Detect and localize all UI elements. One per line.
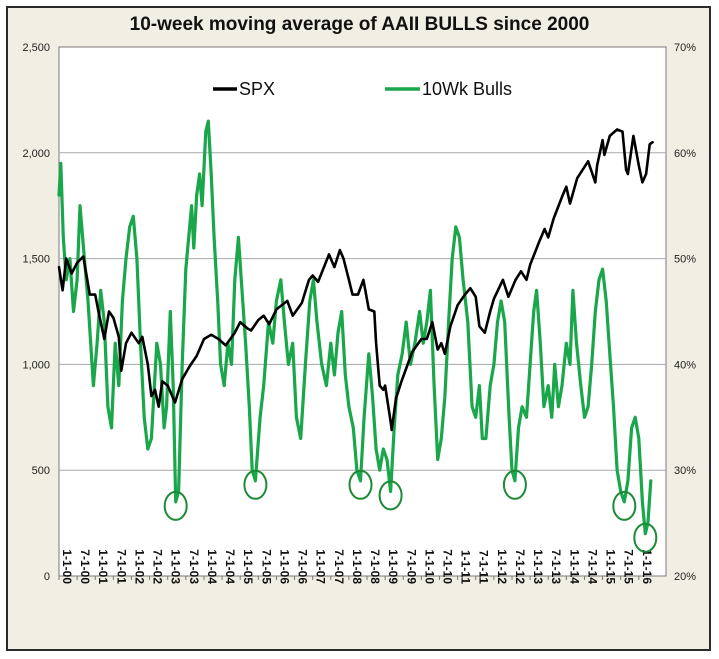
y-axis-left: 0 500 1,000 1,500 2,000 2,500	[22, 42, 50, 583]
x-tick-label: 7-1-03	[187, 549, 201, 584]
x-tick-label: 1-1-07	[314, 549, 328, 584]
legend: SPX 10Wk Bulls	[213, 79, 512, 99]
x-tick-label: 1-1-01	[96, 549, 110, 584]
x-tick-label: 7-1-01	[114, 549, 128, 584]
legend-label-spx: SPX	[239, 79, 275, 99]
y-right-tick-label: 50%	[674, 254, 696, 266]
x-tick-label: 7-1-00	[78, 549, 92, 584]
series-line-bulls	[57, 119, 653, 536]
x-tick-label: 7-1-11	[477, 550, 491, 584]
x-tick-label: 7-1-08	[368, 549, 382, 584]
x-tick-label: 1-1-04	[205, 549, 219, 584]
x-tick-label: 7-1-13	[549, 549, 563, 584]
y-right-tick-label: 30%	[674, 465, 696, 477]
x-tick-label: 7-1-12	[513, 549, 527, 584]
x-tick-label: 1-1-14	[567, 549, 581, 584]
bottom-markers	[163, 469, 658, 553]
x-tick-label: 7-1-04	[223, 549, 237, 584]
x-tick-label: 1-1-09	[386, 549, 400, 584]
x-tick-label: 1-1-16	[640, 549, 654, 584]
x-tick-label: 1-1-15	[604, 549, 618, 584]
y-left-tick-label: 2,000	[22, 148, 50, 160]
bottom-circle	[633, 522, 658, 553]
x-tick-label: 1-1-06	[277, 549, 291, 584]
y-left-tick-label: 2,500	[22, 42, 50, 54]
x-tick-label: 1-1-00	[60, 549, 74, 584]
x-tick-label: 1-1-03	[169, 549, 183, 584]
x-tick-label: 1-1-08	[350, 549, 364, 584]
x-tick-label: 1-1-12	[495, 549, 509, 584]
legend-label-bulls: 10Wk Bulls	[422, 79, 512, 99]
bottom-circle	[378, 480, 403, 511]
x-tick-label: 7-1-14	[585, 549, 599, 584]
y-right-tick-label: 60%	[674, 148, 696, 160]
y-left-tick-label: 1,500	[22, 254, 50, 266]
plot-area	[58, 46, 667, 577]
y-left-tick-label: 500	[32, 465, 50, 477]
x-tick-label: 7-1-06	[296, 549, 310, 584]
x-tick-label: 7-1-05	[259, 549, 273, 584]
x-tick-label: 1-1-05	[241, 549, 255, 584]
y-axis-right: 20% 30% 40% 50% 60% 70%	[674, 42, 696, 583]
bottom-circle	[163, 490, 188, 521]
bottom-circle	[502, 469, 527, 500]
bottom-circle	[348, 469, 373, 500]
y-left-tick-label: 1,000	[22, 359, 50, 371]
x-axis: 1-1-00 7-1-00 1-1-01 7-1-01 1-1-02 7-1-02 1-1-…	[58, 549, 654, 584]
x-tick-label: 1-1-02	[132, 549, 146, 584]
bottom-circle	[612, 490, 637, 521]
x-tick-label: 7-1-15	[622, 549, 636, 584]
chart-title: 10-week moving average of AAII BULLS sin…	[129, 14, 590, 35]
x-tick-label: 1-1-11	[459, 550, 473, 584]
x-tick-label: 7-1-09	[404, 549, 418, 584]
y-right-tick-label: 70%	[674, 42, 696, 54]
y-right-tick-label: 20%	[674, 571, 696, 583]
bottom-circle	[243, 469, 268, 500]
y-right-tick-label: 40%	[674, 359, 696, 371]
x-tick-label: 7-1-10	[441, 549, 455, 584]
x-tick-label: 7-1-07	[332, 549, 346, 584]
series-lines	[57, 119, 654, 536]
x-tick-label: 7-1-02	[151, 549, 165, 584]
x-tick-label: 1-1-13	[531, 549, 545, 584]
y-left-tick-label: 0	[44, 571, 50, 583]
x-tick-label: 1-1-10	[422, 549, 436, 584]
series-line-spx	[57, 128, 654, 432]
